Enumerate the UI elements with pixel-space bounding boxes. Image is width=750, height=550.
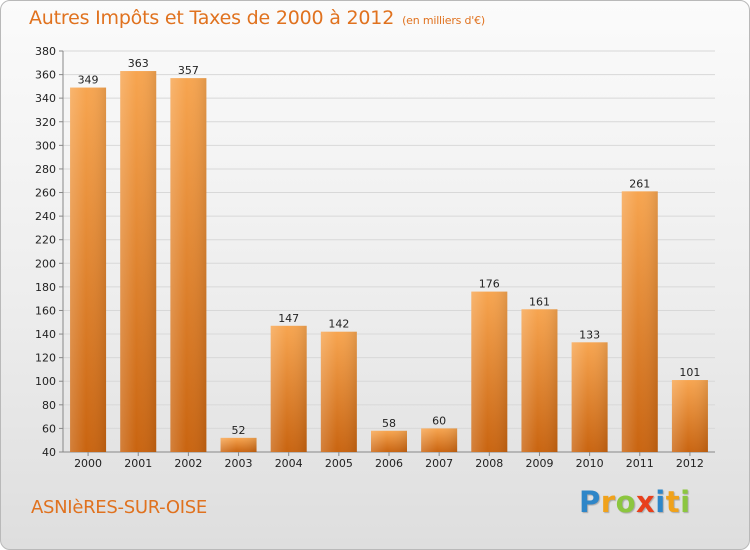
proxiti-logo: Proxiti (579, 485, 691, 519)
x-tick-label-2000: 2000 (74, 457, 102, 470)
y-tick-label: 100 (35, 375, 56, 388)
x-tick-label-2010: 2010 (576, 457, 604, 470)
y-tick-label: 360 (35, 69, 56, 82)
x-tick-label-2009: 2009 (525, 457, 553, 470)
data-label-2003: 52 (232, 424, 246, 437)
data-label-2007: 60 (432, 414, 446, 427)
bar-shine-2009 (521, 309, 558, 452)
data-label-2001: 363 (128, 57, 149, 70)
x-tick-label-2011: 2011 (626, 457, 654, 470)
data-label-2000: 349 (78, 74, 99, 87)
x-tick-label-2004: 2004 (275, 457, 303, 470)
logo-letter: x (636, 485, 656, 519)
chart-subtitle: (en milliers d'€) (402, 14, 485, 27)
bar-shine-2011 (621, 191, 658, 452)
labels: 40 60 80 100 120 140 160 180 200 220 240 260 280 300 3… (35, 45, 704, 470)
data-label-2006: 58 (382, 417, 396, 430)
y-tick-label: 140 (35, 328, 56, 341)
y-tick-label: 300 (35, 139, 56, 152)
bar-shine-2010 (571, 342, 608, 452)
bars (70, 71, 708, 453)
y-tick-label: 280 (35, 163, 56, 176)
data-label-2012: 101 (679, 366, 700, 379)
y-tick-label: 240 (35, 210, 56, 223)
logo-letter: i (680, 485, 691, 519)
x-tick-label-2003: 2003 (225, 457, 253, 470)
x-tick-label-2005: 2005 (325, 457, 353, 470)
y-tick-label: 200 (35, 257, 56, 270)
y-tick-label: 80 (42, 399, 56, 412)
location-name: ASNIèRES-SUR-OISE (31, 497, 207, 518)
data-label-2005: 142 (328, 318, 349, 331)
bar-shine-2000 (70, 87, 107, 452)
grid-lines (63, 50, 715, 453)
data-label-2011: 261 (629, 177, 650, 190)
y-tick-label: 260 (35, 187, 56, 200)
y-tick-label: 180 (35, 281, 56, 294)
data-label-2002: 357 (178, 64, 199, 77)
bar-shine-2006 (371, 430, 407, 452)
data-label-2010: 133 (579, 328, 600, 341)
bar-shine-2012 (671, 380, 708, 452)
y-tick-label: 160 (35, 304, 56, 317)
chart-title-text: Autres Impôts et Taxes de 2000 à 2012 (29, 7, 395, 29)
data-label-2004: 147 (278, 312, 299, 325)
y-tick-label: 120 (35, 352, 56, 365)
logo-letter: i (655, 485, 666, 519)
x-tick-label-2012: 2012 (676, 457, 704, 470)
y-tick-label: 320 (35, 116, 56, 129)
data-label-2009: 161 (529, 295, 550, 308)
axes (59, 50, 715, 456)
logo-letter: r (600, 485, 616, 519)
bar-shine-2003 (220, 437, 257, 452)
y-tick-label: 220 (35, 234, 56, 247)
bar-shine-2005 (320, 331, 357, 452)
x-tick-label-2006: 2006 (375, 457, 403, 470)
logo-letter: P (579, 485, 601, 519)
bar-shine-2008 (471, 291, 508, 452)
bar-shine-2002 (170, 78, 207, 453)
logo-letter: o (615, 485, 637, 519)
logo-letter: t (665, 485, 681, 519)
x-tick-label-2008: 2008 (475, 457, 503, 470)
y-tick-label: 340 (35, 92, 56, 105)
bar-shine-2007 (421, 428, 458, 452)
data-label-2008: 176 (479, 278, 500, 291)
x-tick-label-2007: 2007 (425, 457, 453, 470)
x-tick-label-2002: 2002 (174, 457, 202, 470)
chart-title: Autres Impôts et Taxes de 2000 à 2012 (en… (29, 7, 485, 29)
y-tick-label: 380 (35, 45, 56, 58)
y-tick-label: 40 (42, 446, 56, 459)
x-tick-label-2001: 2001 (124, 457, 152, 470)
bar-shine-2004 (270, 325, 307, 452)
y-tick-label: 60 (42, 422, 56, 435)
bar-shine-2001 (120, 71, 157, 453)
